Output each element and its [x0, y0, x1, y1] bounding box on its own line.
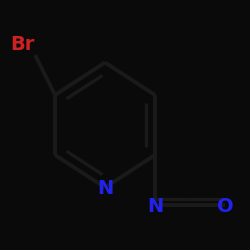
Text: N: N	[147, 197, 163, 216]
Text: N: N	[97, 179, 113, 198]
Text: O: O	[217, 197, 233, 216]
Text: Br: Br	[10, 36, 34, 54]
